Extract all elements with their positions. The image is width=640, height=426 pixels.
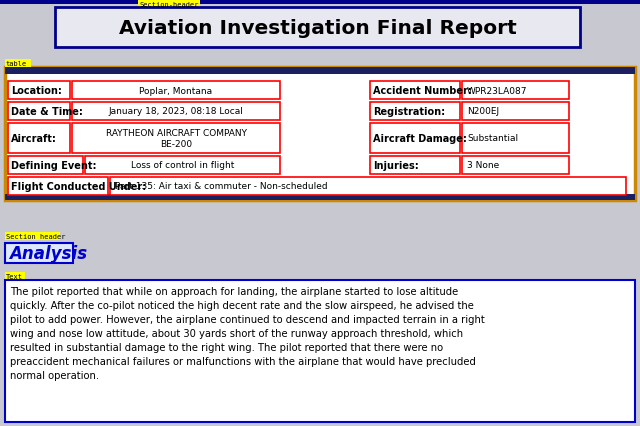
FancyBboxPatch shape: [462, 124, 569, 154]
FancyBboxPatch shape: [5, 60, 31, 68]
FancyBboxPatch shape: [462, 103, 569, 121]
FancyBboxPatch shape: [110, 178, 626, 196]
Text: Loss of control in flight: Loss of control in flight: [131, 161, 234, 170]
Text: Accident Number:: Accident Number:: [373, 86, 472, 96]
Text: Registration:: Registration:: [373, 107, 445, 117]
Text: Poplar, Montana: Poplar, Montana: [140, 86, 212, 95]
FancyBboxPatch shape: [8, 178, 108, 196]
FancyBboxPatch shape: [370, 157, 460, 175]
Text: January 18, 2023, 08:18 Local: January 18, 2023, 08:18 Local: [109, 107, 243, 116]
FancyBboxPatch shape: [370, 124, 460, 154]
Text: Defining Event:: Defining Event:: [11, 161, 97, 170]
FancyBboxPatch shape: [85, 157, 280, 175]
Text: Injuries:: Injuries:: [373, 161, 419, 170]
FancyBboxPatch shape: [5, 233, 60, 240]
FancyBboxPatch shape: [72, 82, 280, 100]
FancyBboxPatch shape: [8, 124, 70, 154]
Text: table: table: [6, 61, 28, 67]
FancyBboxPatch shape: [8, 103, 70, 121]
Text: RAYTHEON AIRCRAFT COMPANY
BE-200: RAYTHEON AIRCRAFT COMPANY BE-200: [106, 129, 246, 149]
FancyBboxPatch shape: [5, 243, 73, 263]
Text: Substantial: Substantial: [467, 134, 518, 143]
FancyBboxPatch shape: [5, 195, 635, 201]
Text: Date & Time:: Date & Time:: [11, 107, 83, 117]
FancyBboxPatch shape: [5, 272, 25, 279]
Text: Section-header: Section-header: [139, 2, 198, 8]
Text: Section header: Section header: [6, 233, 65, 239]
Text: Aviation Investigation Final Report: Aviation Investigation Final Report: [118, 18, 516, 37]
FancyBboxPatch shape: [5, 68, 635, 75]
FancyBboxPatch shape: [72, 103, 280, 121]
Text: Text: Text: [6, 273, 23, 279]
FancyBboxPatch shape: [72, 124, 280, 154]
FancyBboxPatch shape: [8, 157, 83, 175]
FancyBboxPatch shape: [462, 82, 569, 100]
FancyBboxPatch shape: [8, 82, 70, 100]
FancyBboxPatch shape: [370, 103, 460, 121]
Text: Part 135: Air taxi & commuter - Non-scheduled: Part 135: Air taxi & commuter - Non-sche…: [115, 182, 328, 191]
FancyBboxPatch shape: [0, 0, 640, 5]
Text: Aircraft:: Aircraft:: [11, 134, 57, 144]
Text: Flight Conducted Under:: Flight Conducted Under:: [11, 181, 147, 192]
Text: Location:: Location:: [11, 86, 62, 96]
FancyBboxPatch shape: [138, 1, 200, 9]
Text: N200EJ: N200EJ: [467, 107, 499, 116]
Text: Analysis: Analysis: [9, 245, 87, 262]
Text: Aircraft Damage:: Aircraft Damage:: [373, 134, 467, 144]
Text: 3 None: 3 None: [467, 161, 499, 170]
FancyBboxPatch shape: [5, 68, 635, 201]
FancyBboxPatch shape: [370, 82, 460, 100]
FancyBboxPatch shape: [55, 8, 580, 48]
Text: WPR23LA087: WPR23LA087: [467, 86, 527, 95]
FancyBboxPatch shape: [462, 157, 569, 175]
Text: The pilot reported that while on approach for landing, the airplane started to l: The pilot reported that while on approac…: [10, 286, 484, 380]
FancyBboxPatch shape: [5, 280, 635, 422]
